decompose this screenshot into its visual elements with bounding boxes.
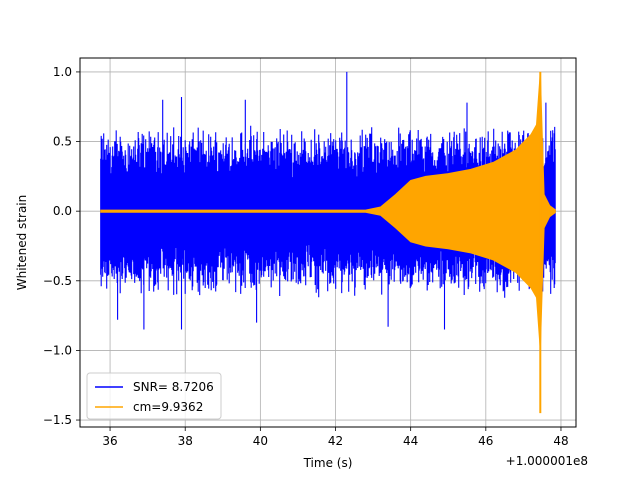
x-tick-label: 36 [102, 434, 117, 448]
legend: SNR= 8.7206 cm=9.9362 [86, 372, 222, 420]
x-tick-label: 40 [253, 434, 268, 448]
x-tick-label: 42 [328, 434, 343, 448]
x-axis-offset-label: +1.000001e8 [506, 454, 588, 468]
series-layer [100, 71, 556, 414]
y-tick-label: 0.5 [53, 135, 72, 149]
plot-content [100, 71, 556, 414]
legend-label-snr: SNR= 8.7206 [133, 380, 214, 394]
y-tick-label: 1.0 [53, 65, 72, 79]
legend-label-cm: cm=9.9362 [133, 400, 203, 414]
x-axis-label: Time (s) [303, 456, 353, 470]
y-axis-ticks: −1.5 −1.0 −0.5 0.0 0.5 1.0 [43, 65, 80, 427]
y-axis-label: Whitened strain [15, 195, 29, 291]
y-tick-label: −1.0 [43, 343, 72, 357]
y-tick-label: 0.0 [53, 204, 72, 218]
series-line-cm [100, 71, 556, 351]
x-tick-label: 48 [553, 434, 568, 448]
y-tick-label: −0.5 [43, 274, 72, 288]
plot-area-frame [79, 57, 577, 428]
x-tick-label: 44 [403, 434, 418, 448]
x-tick-label: 46 [478, 434, 493, 448]
y-tick-label: −1.5 [43, 413, 72, 427]
x-tick-label: 38 [178, 434, 193, 448]
x-axis-ticks: 36 38 40 42 44 46 48 [102, 427, 569, 448]
